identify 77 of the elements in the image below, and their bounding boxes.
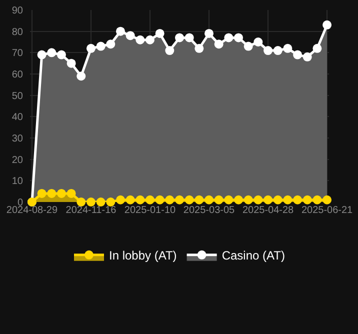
- y-tick-label: 80: [12, 26, 24, 38]
- y-tick-label: 70: [12, 48, 24, 60]
- point: [145, 195, 154, 204]
- point: [184, 195, 194, 204]
- point: [86, 198, 96, 206]
- point: [293, 50, 302, 60]
- y-tick-label: 20: [12, 154, 24, 166]
- point: [145, 35, 154, 44]
- point: [96, 42, 106, 51]
- point: [165, 46, 174, 56]
- point: [126, 31, 135, 40]
- point: [116, 195, 125, 204]
- point: [194, 195, 204, 204]
- point: [254, 38, 263, 46]
- point: [184, 33, 194, 42]
- point: [56, 50, 66, 60]
- point: [244, 195, 253, 204]
- point: [283, 44, 292, 53]
- point: [96, 198, 106, 206]
- point: [254, 195, 263, 204]
- point: [194, 44, 204, 53]
- point: [175, 195, 184, 204]
- x-tick-label: 2025-03-05: [183, 205, 236, 216]
- point: [47, 188, 56, 198]
- point: [66, 58, 76, 68]
- point: [264, 195, 273, 204]
- point: [76, 198, 86, 206]
- point: [76, 72, 86, 81]
- point: [66, 188, 76, 198]
- point: [273, 46, 282, 56]
- point: [175, 33, 184, 42]
- point: [273, 195, 282, 204]
- point: [136, 195, 145, 204]
- point: [165, 195, 174, 204]
- point: [224, 33, 234, 42]
- point: [312, 44, 322, 53]
- y-tick-label: 90: [12, 6, 24, 16]
- point: [126, 195, 135, 204]
- legend-label: In lobby (AT): [109, 248, 177, 263]
- point: [322, 20, 332, 30]
- point: [56, 188, 66, 198]
- point: [234, 33, 244, 42]
- point: [86, 44, 96, 53]
- point: [204, 195, 214, 204]
- point: [302, 195, 312, 204]
- y-tick-label: 50: [12, 90, 24, 102]
- y-tick-label: 10: [12, 176, 24, 188]
- x-tick-label: 2025-06-21: [301, 205, 354, 216]
- point: [106, 198, 116, 206]
- y-tick-label: 60: [12, 70, 24, 80]
- point: [293, 195, 302, 204]
- y-tick-label: 40: [12, 112, 24, 124]
- point: [37, 188, 46, 198]
- point: [302, 52, 312, 62]
- point: [37, 50, 46, 60]
- point: [116, 26, 125, 36]
- point: [47, 48, 56, 58]
- x-tick-label: 2025-01-10: [124, 205, 176, 216]
- x-tick-label: 2025-04-28: [242, 205, 294, 216]
- point: [283, 195, 292, 204]
- point: [106, 40, 116, 49]
- x-tick-label: 2024-08-29: [6, 205, 58, 216]
- point: [234, 195, 244, 204]
- point: [322, 195, 332, 204]
- legend-label: Casino (AT): [222, 248, 285, 263]
- point: [155, 28, 164, 38]
- point: [155, 195, 164, 204]
- point: [214, 195, 224, 204]
- point: [214, 40, 224, 49]
- point: [136, 35, 145, 44]
- x-tick-label: 2024-11-16: [66, 205, 117, 216]
- point: [204, 28, 214, 38]
- point: [312, 195, 322, 204]
- point: [264, 46, 273, 56]
- y-tick-label: 30: [12, 134, 24, 144]
- point: [244, 42, 253, 51]
- point: [224, 195, 234, 204]
